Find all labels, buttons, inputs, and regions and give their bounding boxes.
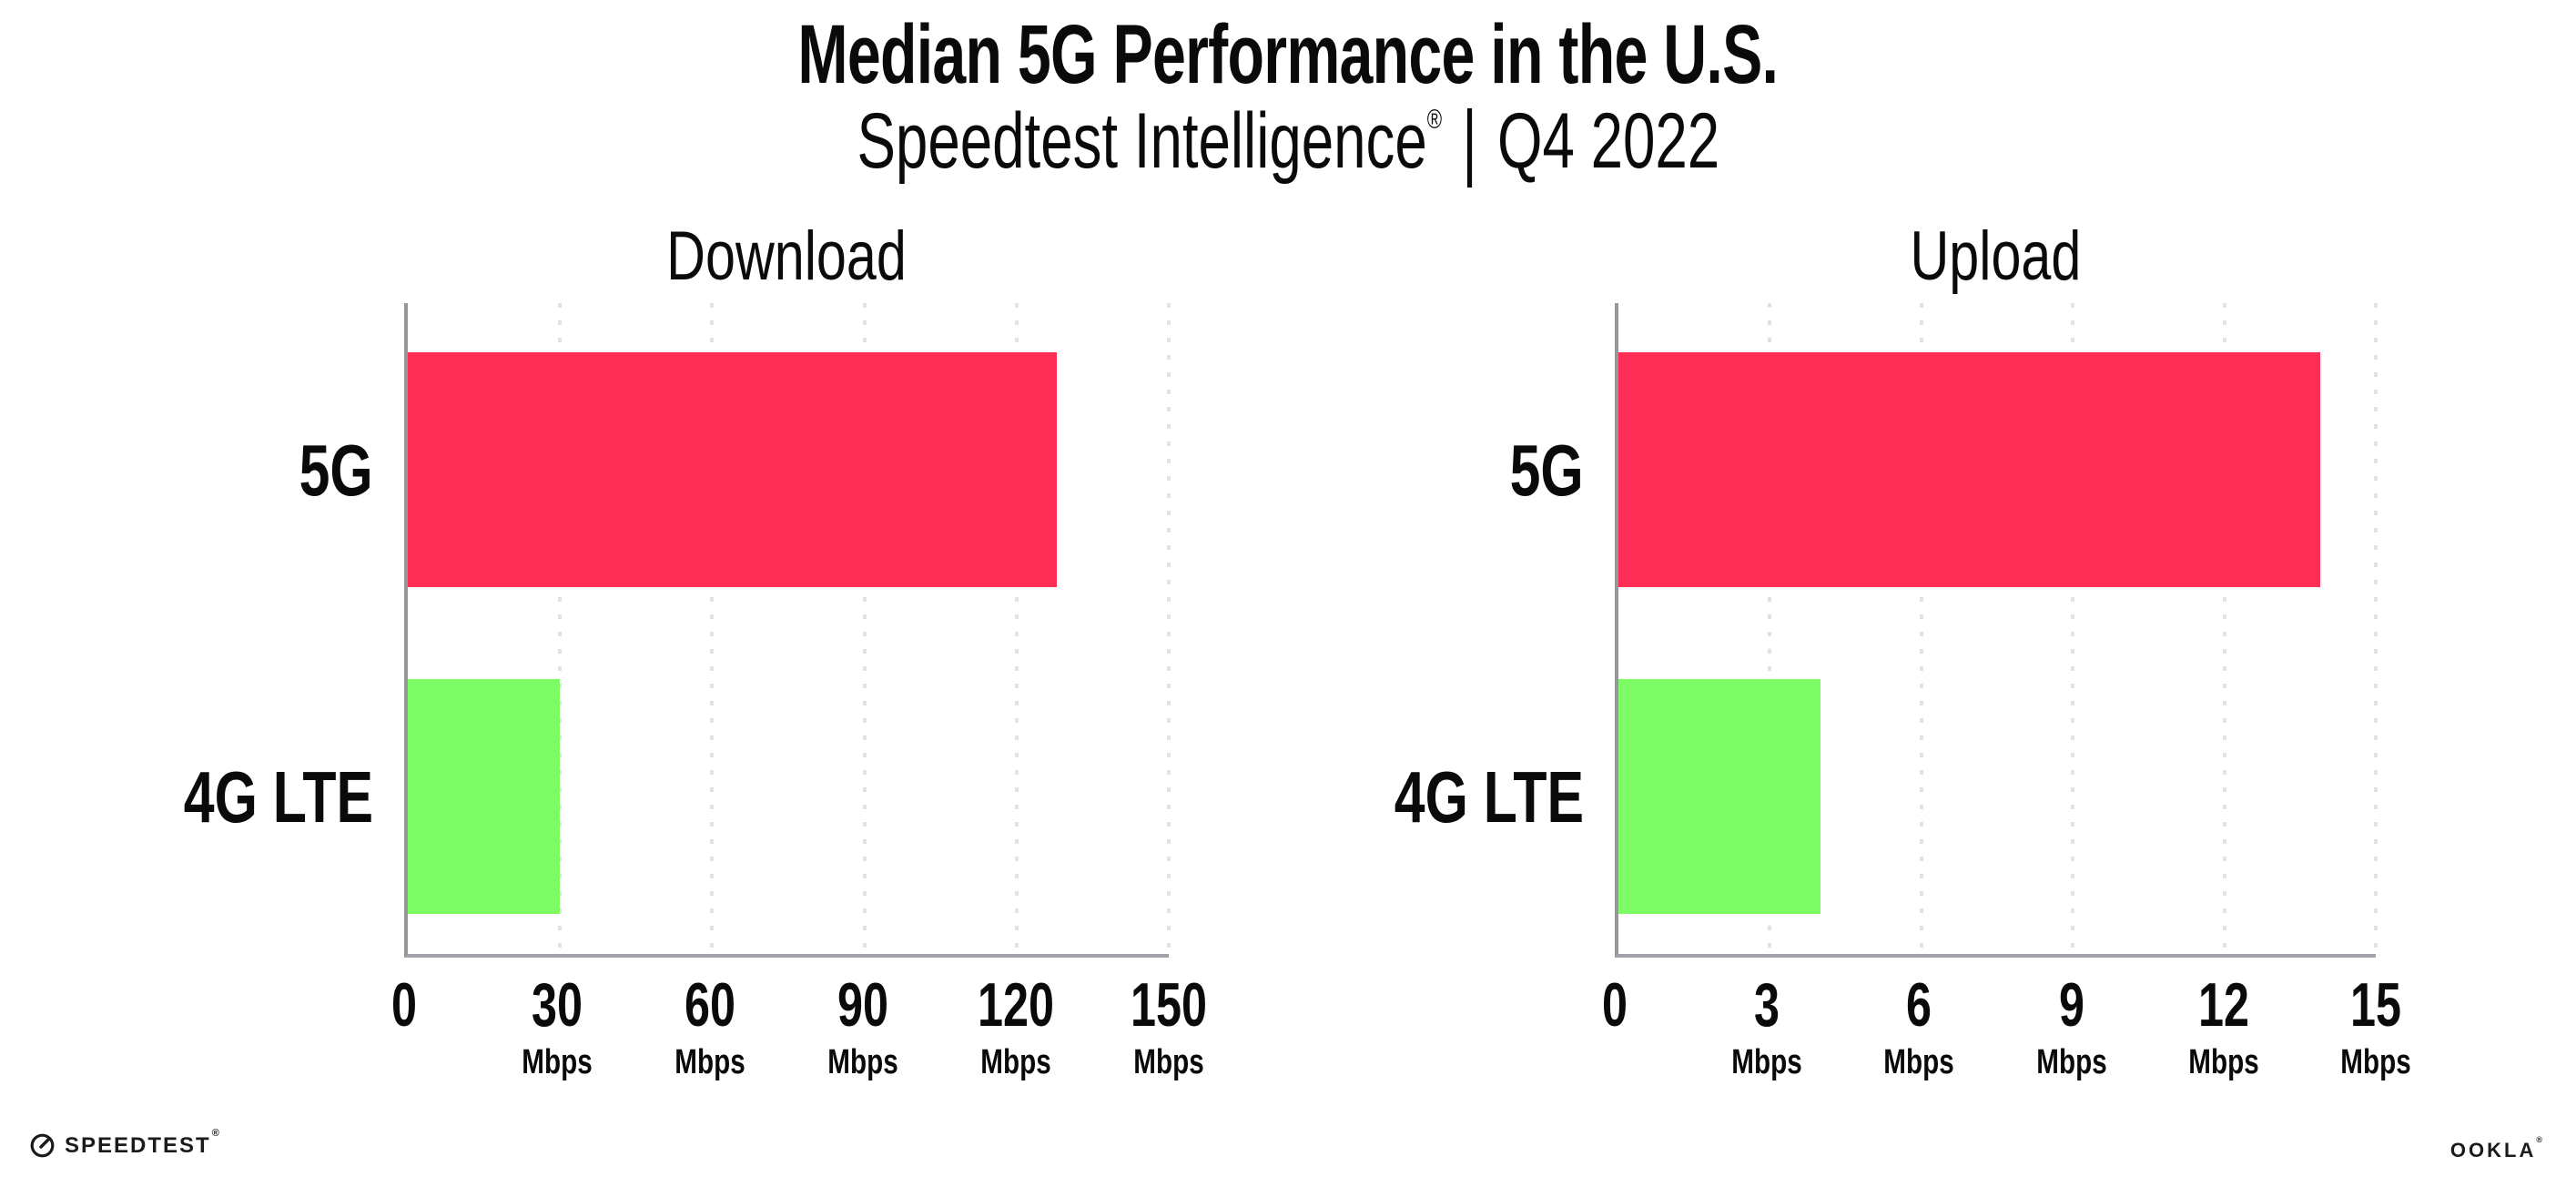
registered-mark-icon: ® [1426,105,1442,135]
subtitle-brand: Speedtest Intelligence [857,97,1427,185]
gridline-30 [558,303,563,954]
x-tick-label-60: 60 Mbps [674,970,745,1081]
download-plot-area [404,303,1171,958]
upload-plot-area [1615,303,2378,958]
x-tick-label-9: 9 Mbps [2035,970,2107,1081]
registered-mark-icon: ® [211,1127,221,1139]
download-x-axis: 0 30 Mbps 60 Mbps 90 Mbps 120 Mbps 150 Mbps [391,970,1207,1101]
x-tick-label-3: 3 Mbps [1731,970,1802,1081]
x-tick-label-15: 15 Mbps [2340,970,2411,1081]
x-tick-label-30: 30 Mbps [522,970,593,1081]
gridline-9 [2071,303,2075,954]
category-label-4g-lte: 4G LTE [1394,756,1584,837]
speedtest-gauge-icon [30,1133,55,1158]
bar-5g [408,352,1058,587]
subtitle-period: Q4 2022 [1496,97,1719,185]
category-label-5g: 5G [1509,430,1584,511]
download-chart-title: Download [666,218,907,295]
bar-4g-lte [408,679,561,914]
x-tick-label-120: 120 Mbps [978,970,1054,1081]
gridline-12 [2222,303,2226,954]
gridline-90 [862,303,867,954]
category-label-5g: 5G [299,430,373,511]
category-label-4g-lte: 4G LTE [183,756,373,837]
speedtest-wordmark: SPEEDTEST® [65,1127,221,1158]
ookla-logo: OOKLA® [2449,1135,2545,1161]
gridline-3 [1768,303,1772,954]
gridline-150 [1167,303,1171,954]
x-tick-label-0: 0 [1602,970,1628,1040]
ookla-wordmark: OOKLA® [2449,1135,2545,1161]
gridline-15 [2374,303,2378,954]
upload-x-axis: 0 3 Mbps 6 Mbps 9 Mbps 12 Mbps 15 Mbps [1602,970,2411,1101]
x-tick-label-12: 12 Mbps [2188,970,2259,1081]
gridline-120 [1014,303,1019,954]
x-tick-label-6: 6 Mbps [1883,970,1955,1081]
page-title-text: Median 5G Performance in the U.S. [797,8,1780,101]
registered-mark-icon: ® [2536,1135,2545,1144]
page-title: Median 5G Performance in the U.S. [0,11,2576,99]
gridline-6 [1919,303,1923,954]
x-tick-label-90: 90 Mbps [827,970,898,1081]
speedtest-logo: SPEEDTEST® [29,1127,221,1159]
gridline-60 [710,303,715,954]
bar-4g-lte [1618,679,1820,914]
subtitle-separator: | [1461,94,1477,188]
bar-5g [1618,352,2320,587]
upload-chart-title: Upload [1910,218,2081,295]
page-subtitle: Speedtest Intelligence® | Q4 2022 [0,96,2576,186]
x-tick-label-150: 150 Mbps [1131,970,1207,1081]
x-tick-label-0: 0 [391,970,417,1040]
